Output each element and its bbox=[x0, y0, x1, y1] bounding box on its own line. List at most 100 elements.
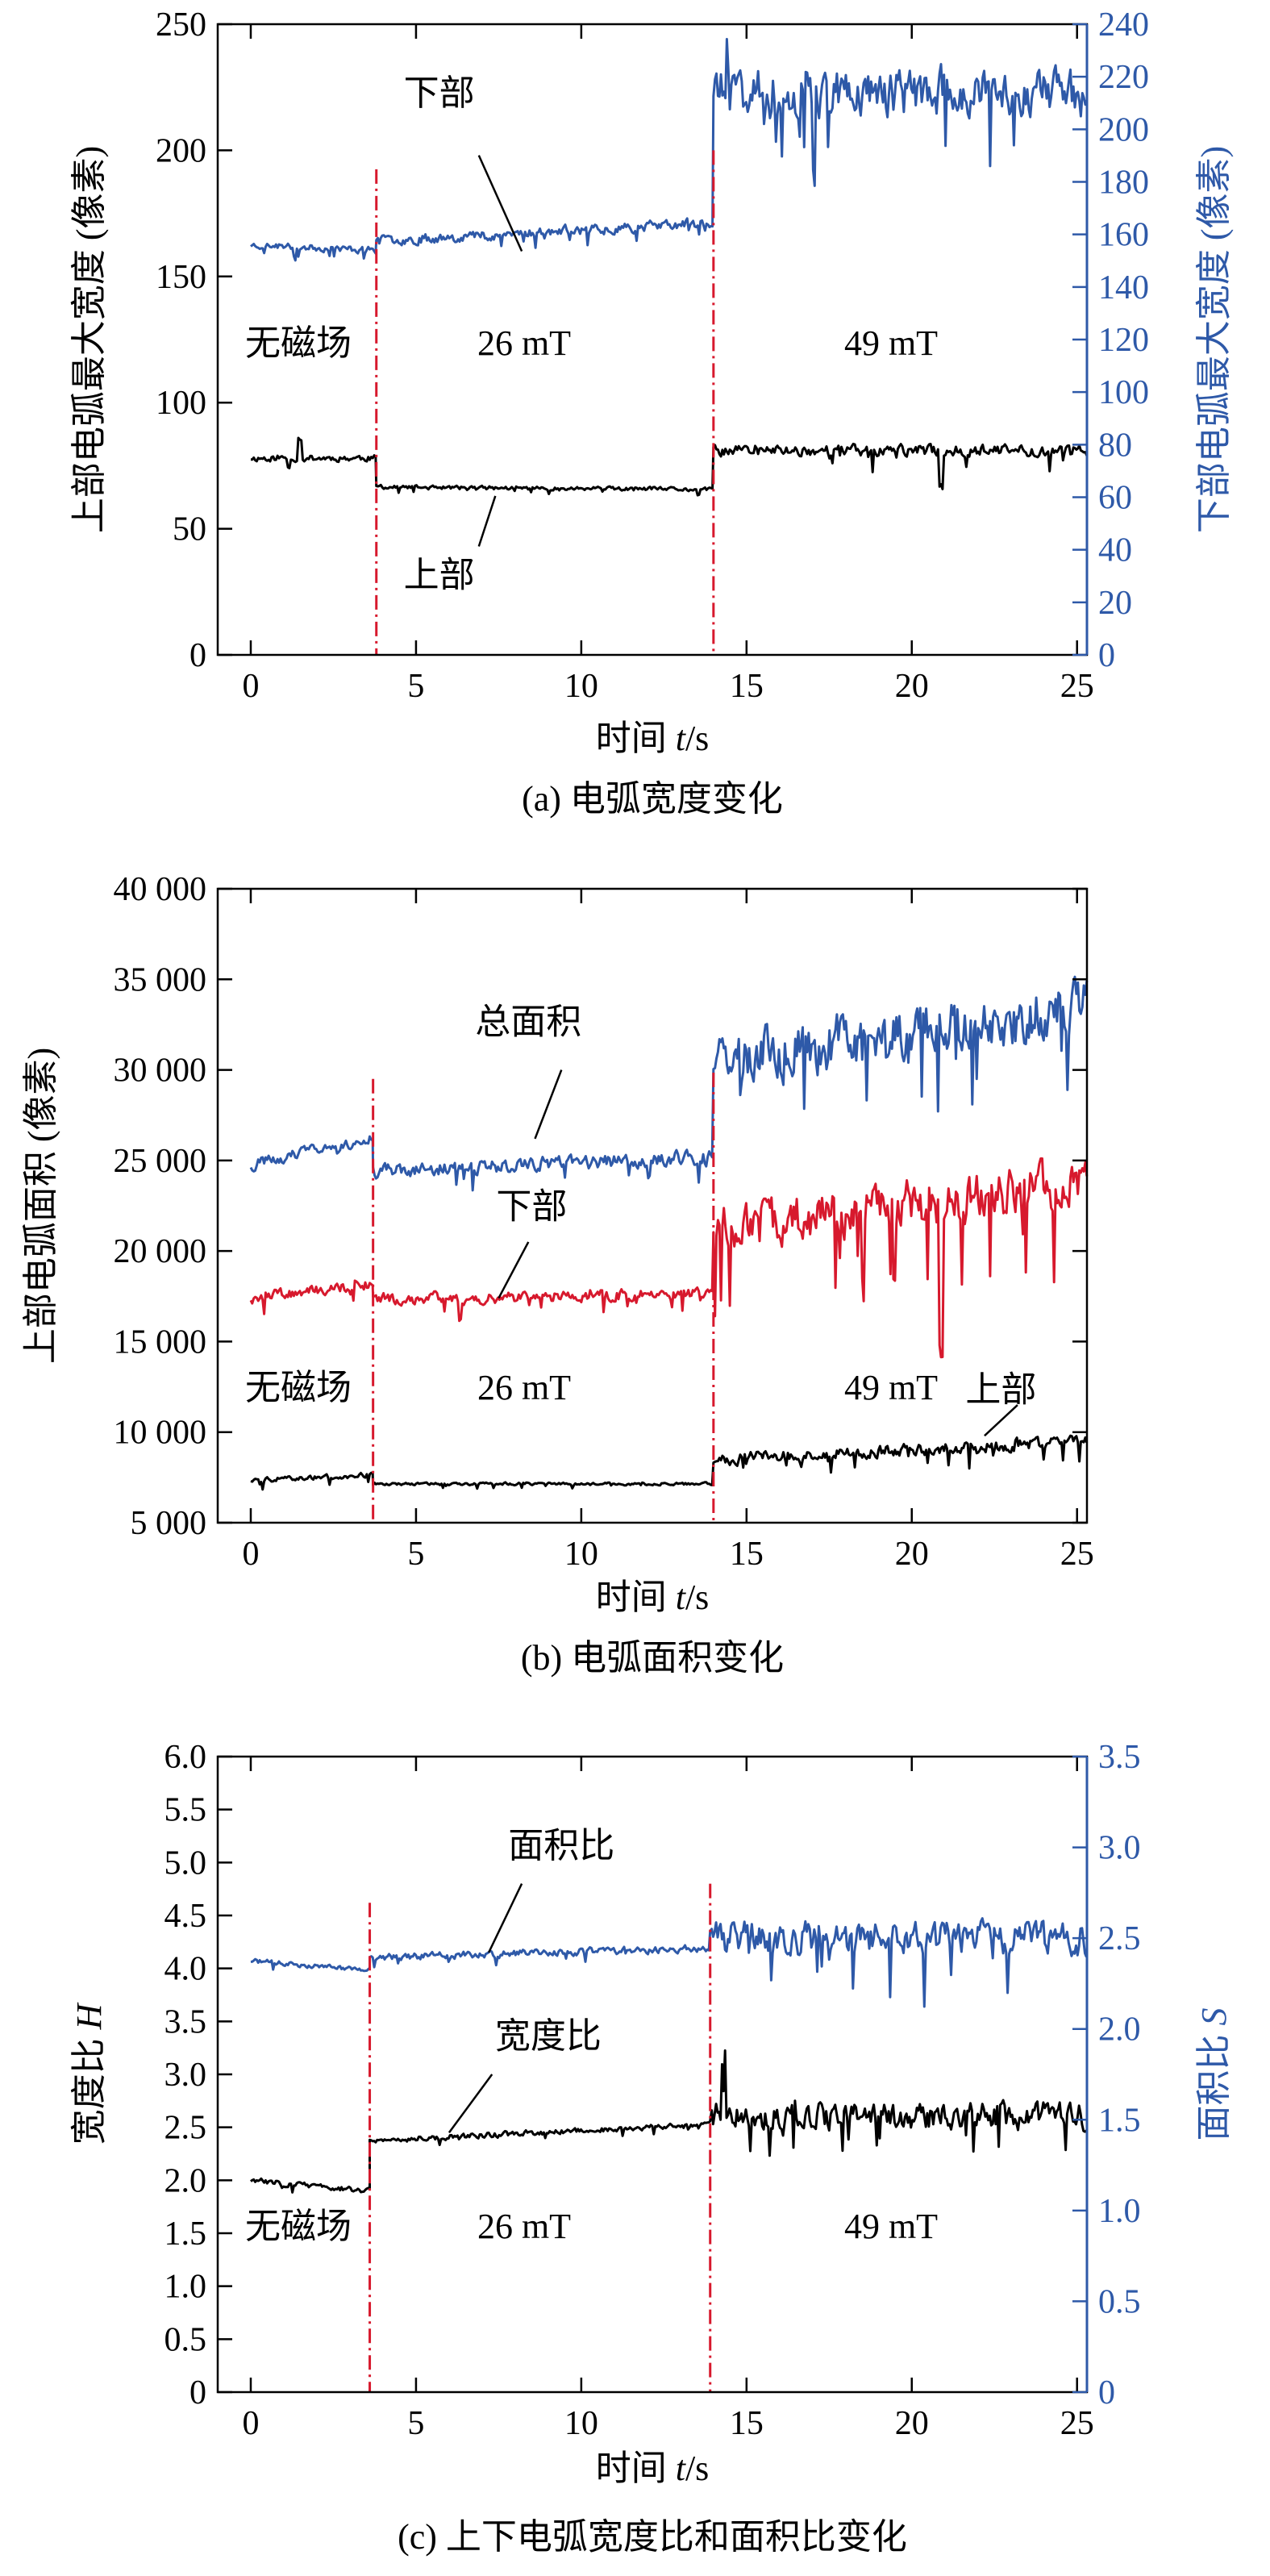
series-line-blue bbox=[250, 38, 1089, 262]
y2-tick-label: 180 bbox=[1098, 165, 1149, 202]
x-tick-label: 0 bbox=[242, 1536, 259, 1573]
y-tick-label: 5.5 bbox=[164, 1792, 207, 1829]
region-label: 无磁场 bbox=[245, 323, 352, 363]
series-line-blue bbox=[250, 1917, 1088, 2008]
region-label: 26 mT bbox=[477, 1368, 571, 1407]
y2-tick-label: 20 bbox=[1098, 585, 1132, 622]
region-label: 无磁场 bbox=[245, 1368, 352, 1407]
panel-caption: (a) 电弧宽度变化 bbox=[522, 779, 783, 819]
x-tick-label: 15 bbox=[730, 1536, 764, 1573]
y-tick-label: 6.0 bbox=[164, 1739, 207, 1776]
y-tick-label: 5 000 bbox=[131, 1505, 207, 1542]
x-tick-label: 5 bbox=[407, 1536, 424, 1573]
x-tick-label: 5 bbox=[407, 668, 424, 705]
series-annotation-label: 下部 bbox=[496, 1187, 567, 1227]
series-line-black bbox=[251, 436, 1089, 497]
y2-tick-label: 220 bbox=[1098, 59, 1149, 96]
y-tick-label: 25 000 bbox=[114, 1143, 207, 1180]
region-label: 49 mT bbox=[844, 323, 938, 363]
region-label: 无磁场 bbox=[245, 2207, 352, 2246]
series-line-blue bbox=[249, 975, 1089, 1192]
y2-tick-label: 1.5 bbox=[1098, 2102, 1141, 2139]
x-tick-label: 20 bbox=[895, 2405, 929, 2442]
y2-tick-label: 140 bbox=[1098, 269, 1149, 306]
x-tick-label: 10 bbox=[564, 1536, 598, 1573]
y2-tick-label: 3.0 bbox=[1098, 1830, 1141, 1867]
y2-tick-label: 1.0 bbox=[1098, 2193, 1141, 2230]
y-tick-label: 1.5 bbox=[164, 2215, 207, 2253]
y-tick-label: 5.0 bbox=[164, 1844, 207, 1882]
annotation-leader-line bbox=[487, 1883, 523, 1953]
y2-tick-label: 160 bbox=[1098, 217, 1149, 254]
x-tick-label: 25 bbox=[1060, 668, 1094, 705]
y-tick-label: 0 bbox=[189, 637, 206, 674]
panel-a-chart: 0 5 10 15 20 25050100150200250020406080100120… bbox=[69, 6, 1234, 819]
x-axis-label: 时间 t/s bbox=[596, 2449, 710, 2488]
annotation-leader-line bbox=[477, 155, 523, 252]
y-axis-label: 上部电弧面积 (像素) bbox=[21, 1048, 60, 1364]
y-tick-label: 50 bbox=[173, 511, 206, 548]
y-tick-label: 100 bbox=[156, 385, 206, 422]
plot-frame bbox=[216, 887, 1089, 1524]
annotation-leader-line bbox=[498, 1241, 530, 1299]
y-axis-label: 上部电弧最大宽度 (像素) bbox=[69, 146, 109, 533]
y-tick-label: 10 000 bbox=[114, 1415, 207, 1452]
x-tick-label: 15 bbox=[730, 668, 764, 705]
series-annotation-label: 宽度比 bbox=[495, 2016, 602, 2056]
x-tick-label: 10 bbox=[564, 668, 598, 705]
y2-tick-label: 80 bbox=[1098, 427, 1132, 464]
panel-b-chart: 0 5 10 15 20 25 5 000 10 000 15 000 20 000 25 000 3… bbox=[21, 871, 1094, 1678]
x-tick-label: 20 bbox=[895, 668, 929, 705]
series-annotation-label: 总面积 bbox=[475, 1002, 581, 1042]
y2-axis-label: 下部电弧最大宽度 (像素) bbox=[1194, 146, 1234, 533]
annotation-leader-line bbox=[534, 1069, 563, 1140]
y-tick-label: 0 bbox=[189, 2374, 206, 2411]
x-tick-label: 0 bbox=[242, 2405, 259, 2442]
region-label: 26 mT bbox=[477, 323, 571, 363]
y2-tick-label: 200 bbox=[1098, 111, 1149, 148]
x-axis-label: 时间 t/s bbox=[596, 719, 710, 758]
y-tick-label: 3.5 bbox=[164, 2003, 207, 2040]
region-label: 26 mT bbox=[477, 2207, 571, 2246]
annotation-leader-line bbox=[448, 2074, 493, 2133]
annotation-leader-line bbox=[984, 1404, 1018, 1437]
y-tick-label: 35 000 bbox=[114, 961, 207, 998]
x-tick-label: 15 bbox=[730, 2405, 764, 2442]
y2-tick-label: 60 bbox=[1098, 480, 1132, 517]
series-annotation-label: 上部 bbox=[965, 1370, 1036, 1410]
series-line-red bbox=[249, 1157, 1089, 1359]
y-tick-label: 2.0 bbox=[164, 2162, 207, 2199]
y-tick-label: 3.0 bbox=[164, 2057, 207, 2094]
series-line-black bbox=[250, 1434, 1089, 1491]
series-annotation-label: 下部 bbox=[404, 73, 475, 113]
panel-caption: (b) 电弧面积变化 bbox=[521, 1638, 784, 1678]
y2-tick-label: 100 bbox=[1098, 374, 1149, 411]
region-label: 49 mT bbox=[844, 2207, 938, 2246]
series-annotation-label: 上部 bbox=[404, 556, 475, 595]
y-tick-label: 0.5 bbox=[164, 2321, 207, 2358]
x-tick-label: 20 bbox=[895, 1536, 929, 1573]
annotation-leader-line bbox=[477, 495, 497, 547]
y2-tick-label: 3.5 bbox=[1098, 1739, 1141, 1776]
y2-tick-label: 0.5 bbox=[1098, 2283, 1141, 2320]
y-tick-label: 4.0 bbox=[164, 1951, 207, 1988]
y2-axis-label: 面积比 S bbox=[1194, 2008, 1234, 2141]
y2-tick-label: 0 bbox=[1098, 637, 1115, 674]
y-tick-label: 150 bbox=[156, 259, 206, 296]
x-tick-label: 5 bbox=[407, 2405, 424, 2442]
y-tick-label: 20 000 bbox=[114, 1233, 207, 1270]
y2-tick-label: 2.5 bbox=[1098, 1920, 1141, 1957]
y-axis-label: 宽度比 H bbox=[69, 2002, 109, 2145]
region-label: 49 mT bbox=[844, 1368, 938, 1407]
y2-tick-label: 120 bbox=[1098, 322, 1149, 359]
x-tick-label: 0 bbox=[242, 668, 259, 705]
plot-frame bbox=[216, 1755, 1089, 2394]
x-axis-label: 时间 t/s bbox=[596, 1578, 710, 1617]
y2-tick-label: 40 bbox=[1098, 532, 1132, 569]
series-annotation-label: 面积比 bbox=[508, 1826, 614, 1865]
panel-caption: (c) 上下电弧宽度比和面积比变化 bbox=[398, 2517, 907, 2557]
y-tick-label: 2.5 bbox=[164, 2110, 207, 2147]
series-line-black bbox=[250, 2049, 1088, 2194]
y2-tick-label: 0 bbox=[1098, 2374, 1115, 2411]
